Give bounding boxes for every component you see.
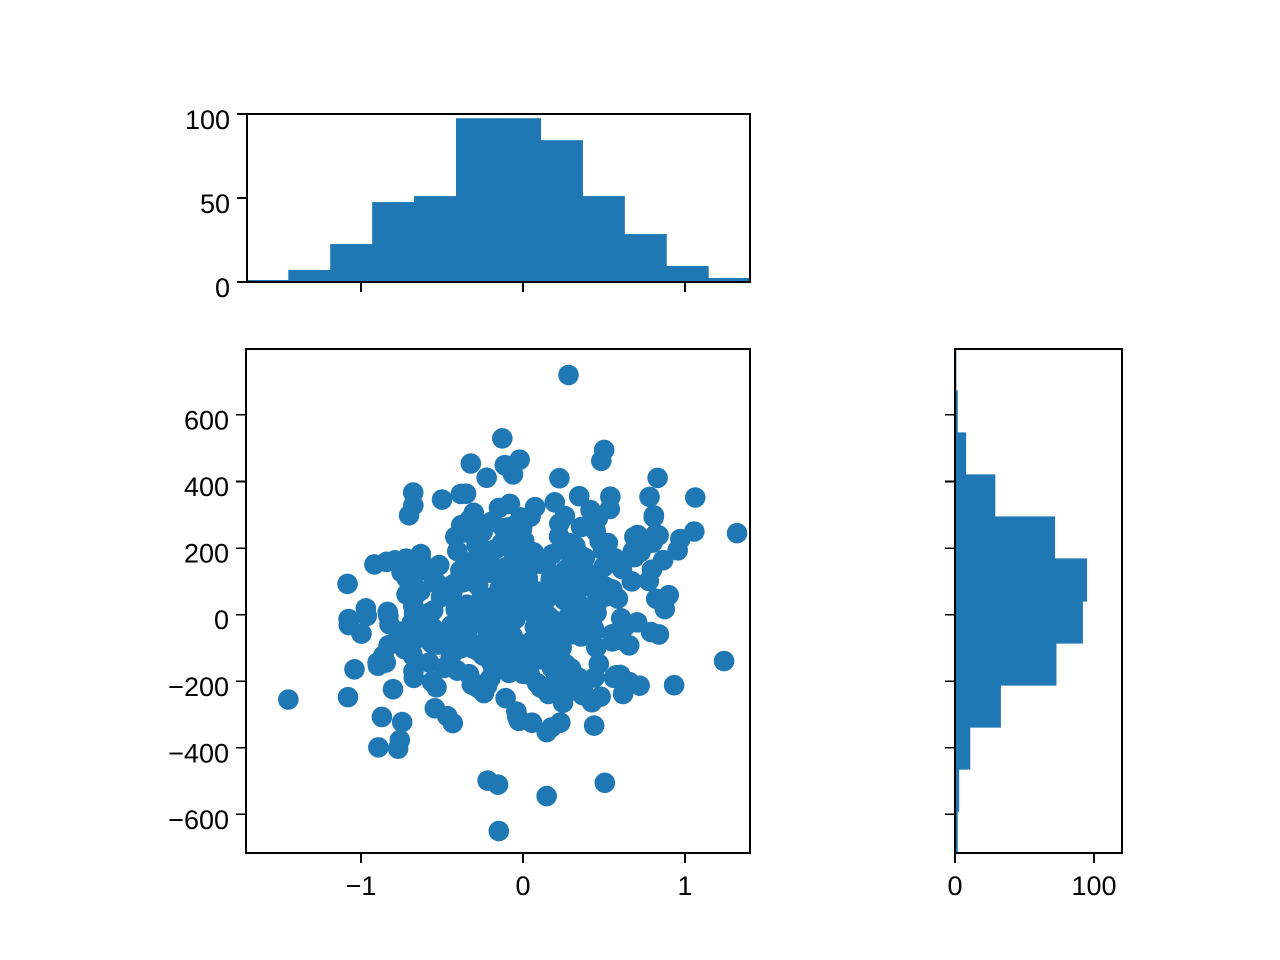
svg-text:200: 200 xyxy=(184,539,229,569)
svg-text:0: 0 xyxy=(947,871,962,901)
svg-text:0: 0 xyxy=(214,605,229,635)
svg-text:600: 600 xyxy=(184,406,229,436)
svg-text:100: 100 xyxy=(1071,871,1116,901)
svg-text:50: 50 xyxy=(200,189,230,219)
svg-text:−400: −400 xyxy=(168,738,229,768)
svg-text:100: 100 xyxy=(185,105,230,135)
svg-text:−200: −200 xyxy=(168,672,229,702)
svg-text:−1: −1 xyxy=(346,871,377,901)
svg-text:0: 0 xyxy=(215,273,230,303)
svg-text:1: 1 xyxy=(677,871,692,901)
svg-text:400: 400 xyxy=(184,472,229,502)
svg-text:−600: −600 xyxy=(168,805,229,835)
svg-text:0: 0 xyxy=(515,871,530,901)
